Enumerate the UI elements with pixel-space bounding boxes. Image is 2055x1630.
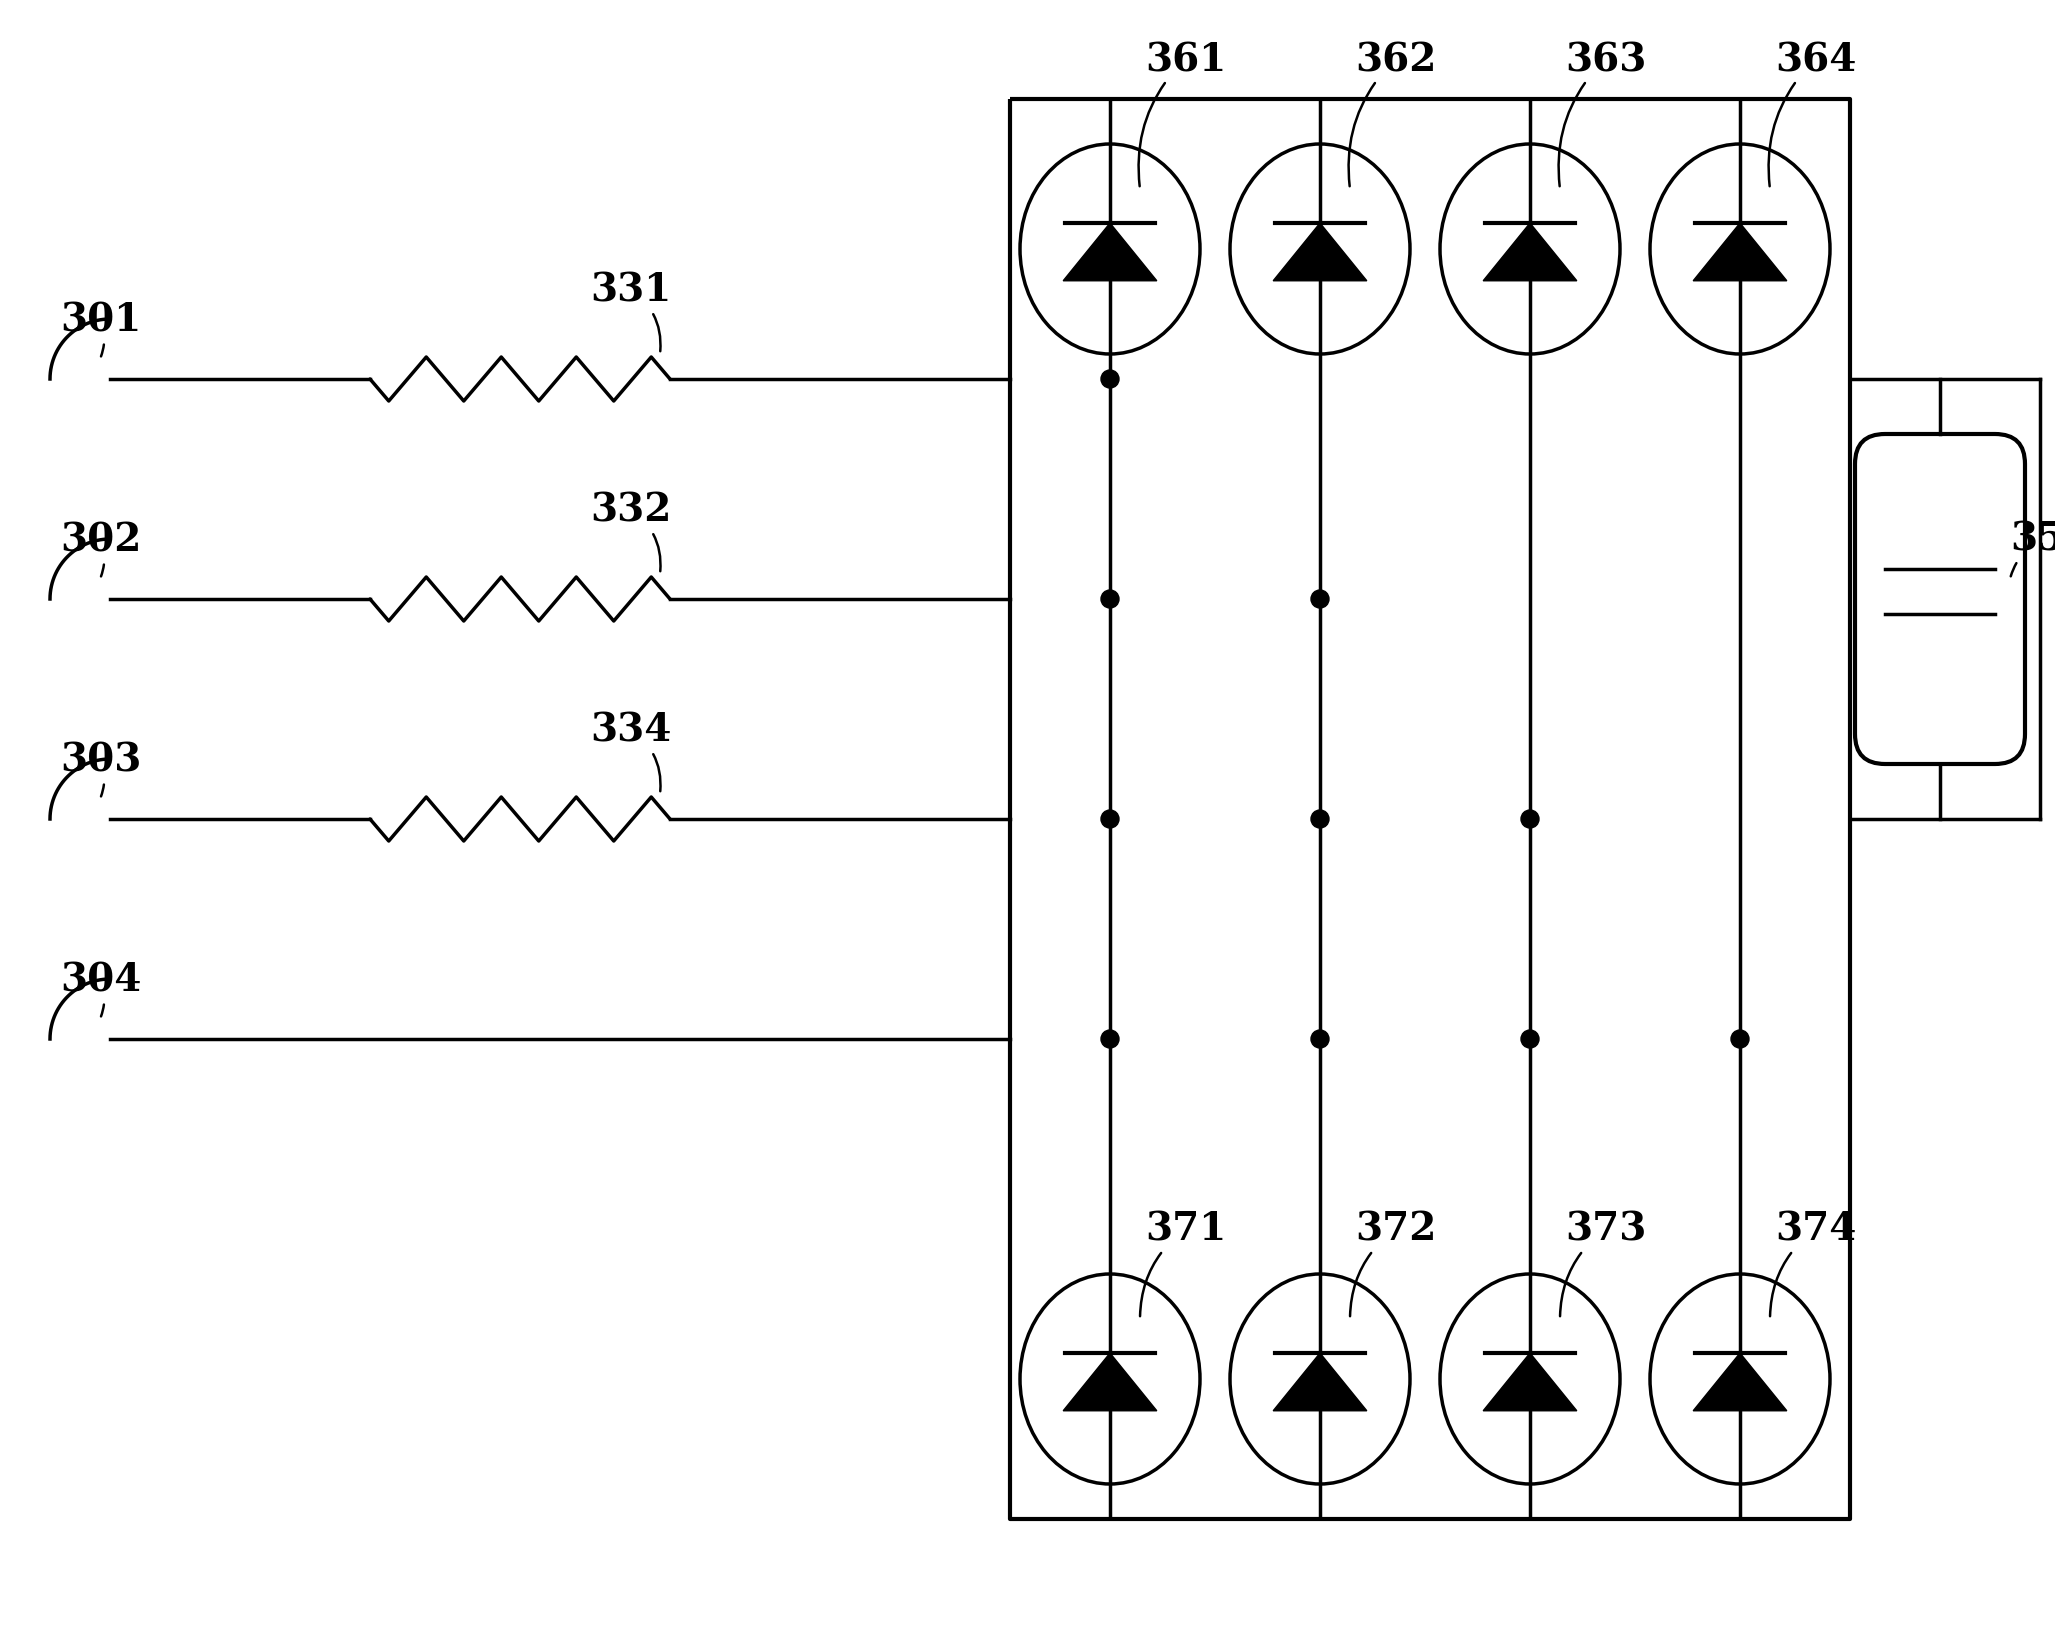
Text: 332: 332 (590, 492, 672, 572)
Text: 371: 371 (1141, 1209, 1227, 1317)
Circle shape (1101, 810, 1120, 828)
Circle shape (1101, 1030, 1120, 1048)
Polygon shape (1062, 1353, 1157, 1412)
Text: 351: 351 (2010, 520, 2055, 577)
Polygon shape (1484, 223, 1576, 282)
Circle shape (1101, 590, 1120, 608)
Circle shape (1311, 590, 1330, 608)
Text: 301: 301 (60, 302, 142, 357)
Circle shape (1521, 810, 1539, 828)
Text: 374: 374 (1769, 1209, 1856, 1317)
Text: 363: 363 (1558, 41, 1646, 187)
Polygon shape (1693, 1353, 1786, 1412)
Text: 364: 364 (1769, 41, 1856, 187)
Circle shape (1730, 1030, 1749, 1048)
Circle shape (1101, 370, 1120, 390)
Text: 372: 372 (1350, 1209, 1436, 1317)
Text: 362: 362 (1348, 41, 1436, 187)
Polygon shape (1693, 223, 1786, 282)
Text: 361: 361 (1138, 41, 1227, 187)
Text: 334: 334 (590, 712, 672, 792)
Text: 373: 373 (1560, 1209, 1646, 1317)
Text: 331: 331 (590, 272, 672, 352)
Text: 302: 302 (60, 522, 142, 577)
Polygon shape (1062, 223, 1157, 282)
Polygon shape (1274, 223, 1367, 282)
Circle shape (1311, 1030, 1330, 1048)
Polygon shape (1274, 1353, 1367, 1412)
Text: 303: 303 (60, 742, 142, 797)
Text: 304: 304 (60, 962, 142, 1017)
Circle shape (1521, 1030, 1539, 1048)
Circle shape (1311, 810, 1330, 828)
Polygon shape (1484, 1353, 1576, 1412)
